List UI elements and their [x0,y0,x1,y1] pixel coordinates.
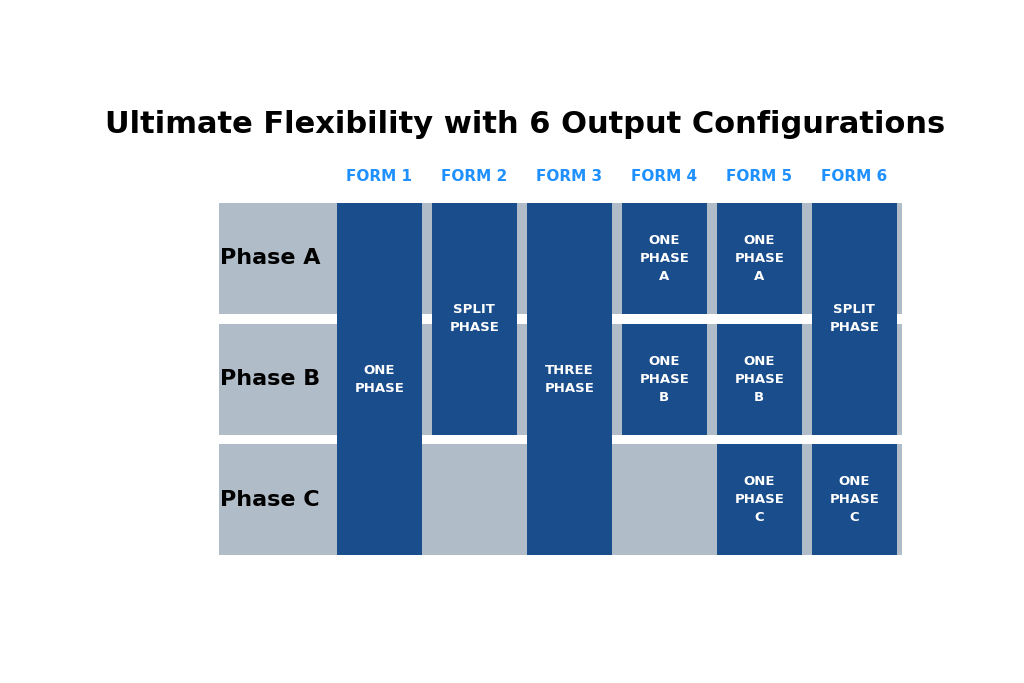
Text: Phase C: Phase C [220,490,319,510]
Text: SPLIT
PHASE: SPLIT PHASE [829,303,880,334]
Text: ONE
PHASE
A: ONE PHASE A [734,234,784,283]
Bar [622,203,707,314]
Text: THREE
PHASE: THREE PHASE [545,363,594,395]
Bar [219,324,902,434]
Text: ONE
PHASE
C: ONE PHASE C [829,475,880,525]
Text: ONE
PHASE
B: ONE PHASE B [734,354,784,404]
Text: FORM 1: FORM 1 [346,169,413,184]
Bar [812,444,897,555]
Bar [337,203,422,555]
Text: Phase A: Phase A [220,249,321,268]
Text: Ultimate Flexibility with 6 Output Configurations: Ultimate Flexibility with 6 Output Confi… [104,109,945,139]
Bar [717,203,802,314]
Text: ONE
PHASE
A: ONE PHASE A [639,234,689,283]
Bar [526,203,612,555]
Text: Phase B: Phase B [220,369,321,389]
Bar [622,324,707,434]
Text: ONE
PHASE: ONE PHASE [354,363,404,395]
Text: FORM 4: FORM 4 [631,169,697,184]
Text: FORM 5: FORM 5 [726,169,793,184]
Bar [219,444,902,555]
Text: SPLIT
PHASE: SPLIT PHASE [450,303,500,334]
Bar [432,203,517,434]
Bar [717,444,802,555]
Bar [812,203,897,434]
Text: FORM 2: FORM 2 [441,169,508,184]
Text: FORM 3: FORM 3 [537,169,602,184]
Text: ONE
PHASE
C: ONE PHASE C [734,475,784,525]
Text: ONE
PHASE
B: ONE PHASE B [639,354,689,404]
Text: FORM 6: FORM 6 [821,169,888,184]
Bar [219,203,902,314]
Bar [717,324,802,434]
